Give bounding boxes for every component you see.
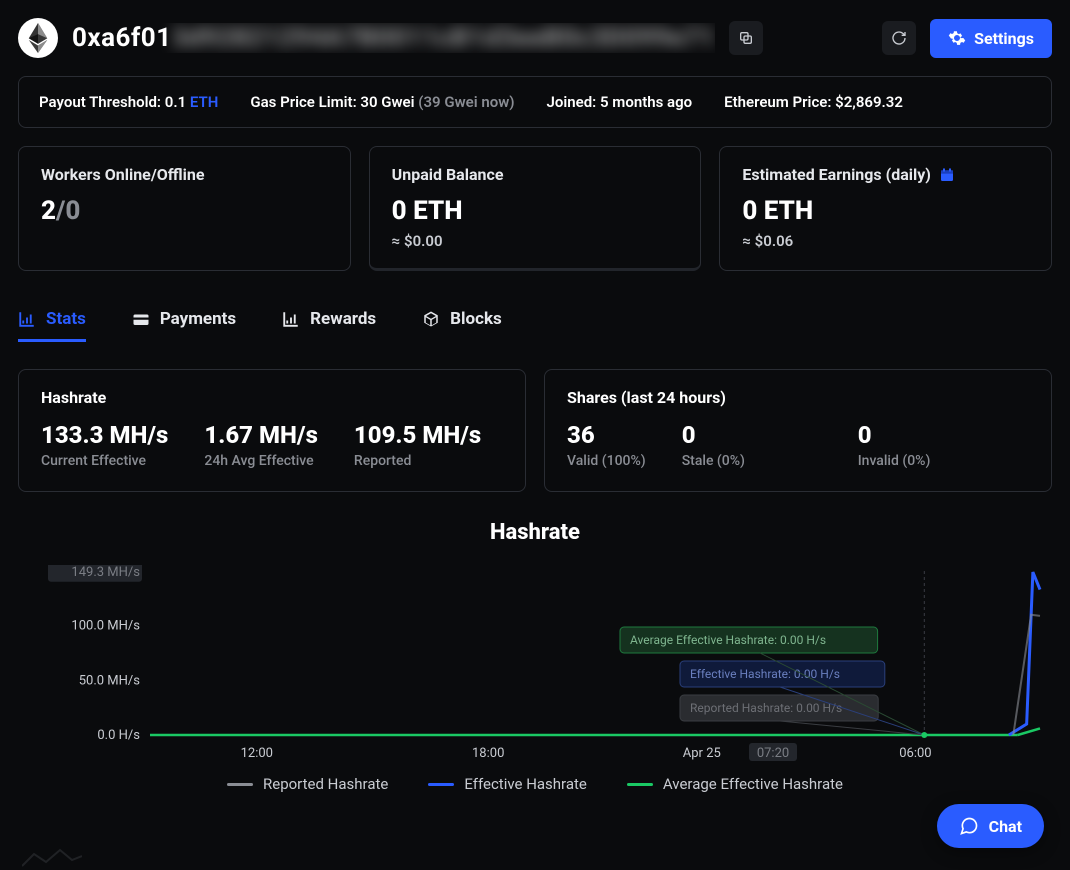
wallet-address: 0xa6f013d92821294A7B0011cB1d3eeB0c3D099e… (72, 23, 715, 53)
tab-rewards[interactable]: Rewards (282, 299, 376, 342)
unpaid-title: Unpaid Balance (392, 165, 679, 184)
refresh-button[interactable] (882, 21, 916, 55)
legend-average[interactable]: Average Effective Hashrate (627, 775, 843, 793)
settings-label: Settings (974, 29, 1034, 48)
eth-price: Ethereum Price: $2,869.32 (724, 93, 903, 111)
workers-title: Workers Online/Offline (41, 165, 328, 184)
hashrate-panel: Hashrate 133.3 MH/s Current Effective 1.… (18, 369, 526, 492)
tab-payments[interactable]: Payments (132, 299, 236, 342)
chart-legend: Reported Hashrate Effective Hashrate Ave… (18, 775, 1052, 793)
metric-current-effective: 133.3 MH/s Current Effective (41, 421, 168, 469)
joined-info: Joined: 5 months ago (547, 93, 693, 111)
gas-price-limit: Gas Price Limit: 30 Gwei (39 Gwei now) (250, 93, 514, 111)
mini-chart-icon (22, 846, 82, 870)
svg-text:12:00: 12:00 (241, 746, 273, 761)
payout-threshold: Payout Threshold: 0.1 ETH (39, 93, 218, 111)
svg-text:100.0 MH/s: 100.0 MH/s (71, 619, 140, 634)
unpaid-balance-card: Unpaid Balance 0 ETH ≈ $0.00 (369, 146, 702, 271)
eth-link[interactable]: ETH (190, 93, 218, 111)
earnings-card: Estimated Earnings (daily) 0 ETH ≈ $0.06 (719, 146, 1052, 271)
metric-valid: 36 Valid (100%) (567, 421, 646, 469)
tab-stats[interactable]: Stats (18, 299, 86, 342)
calendar-icon[interactable] (939, 167, 955, 183)
svg-text:18:00: 18:00 (472, 746, 504, 761)
svg-text:50.0 MH/s: 50.0 MH/s (79, 673, 141, 688)
shares-panel: Shares (last 24 hours) 36 Valid (100%) 0… (544, 369, 1052, 492)
legend-effective[interactable]: Effective Hashrate (428, 775, 587, 793)
metric-invalid: 0 Invalid (0%) (858, 421, 998, 469)
svg-text:07:20: 07:20 (757, 746, 789, 761)
svg-text:06:00: 06:00 (899, 746, 931, 761)
chat-button[interactable]: Chat (937, 804, 1044, 848)
svg-text:Apr 25: Apr 25 (683, 746, 721, 761)
tab-blocks[interactable]: Blocks (422, 299, 502, 342)
svg-text:Effective Hashrate: 0.00 H/s: Effective Hashrate: 0.00 H/s (690, 667, 840, 681)
copy-address-button[interactable] (729, 21, 763, 55)
earnings-title: Estimated Earnings (daily) (742, 165, 931, 184)
settings-button[interactable]: Settings (930, 19, 1052, 58)
workers-card: Workers Online/Offline 2/0 (18, 146, 351, 271)
svg-text:0.0 H/s: 0.0 H/s (97, 728, 140, 743)
legend-reported[interactable]: Reported Hashrate (227, 775, 388, 793)
ethereum-icon (18, 18, 58, 58)
hashrate-chart: Hashrate 150.0 MH/s100.0 MH/s50.0 MH/s0.… (18, 510, 1052, 793)
svg-text:Average Effective Hashrate: 0.: Average Effective Hashrate: 0.00 H/s (630, 633, 826, 647)
svg-text:Reported Hashrate: 0.00 H/s: Reported Hashrate: 0.00 H/s (690, 701, 842, 715)
metric-24h-avg: 1.67 MH/s 24h Avg Effective (204, 421, 318, 469)
info-bar: Payout Threshold: 0.1 ETH Gas Price Limi… (18, 76, 1052, 128)
tabs: Stats Payments Rewards Blocks (18, 299, 1052, 343)
svg-text:149.3 MH/s: 149.3 MH/s (71, 565, 140, 580)
metric-stale: 0 Stale (0%) (682, 421, 822, 469)
metric-reported: 109.5 MH/s Reported (354, 421, 481, 469)
